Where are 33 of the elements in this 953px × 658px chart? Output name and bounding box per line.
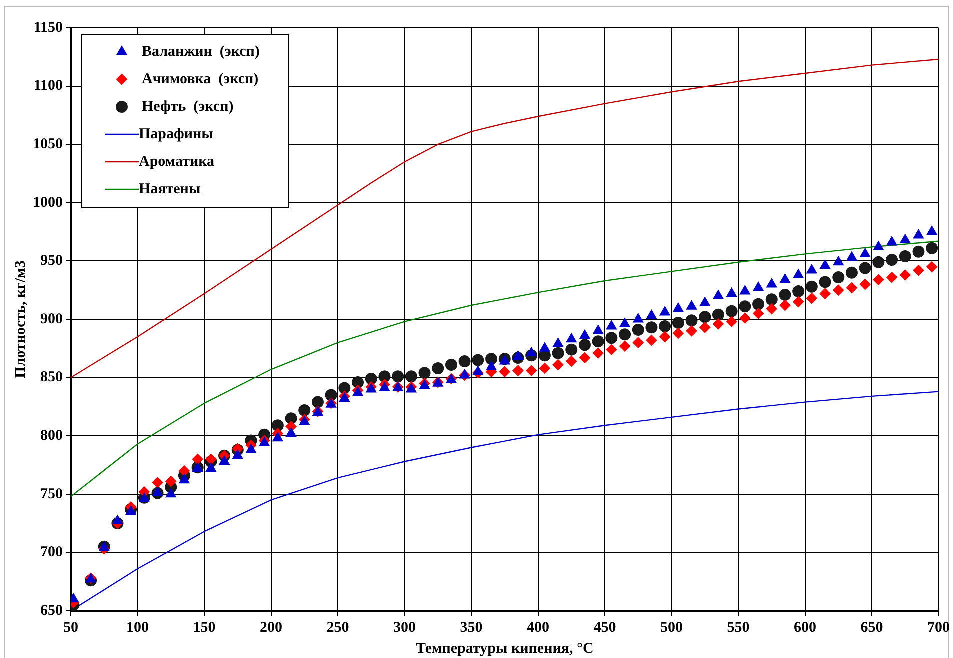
legend-label: Наятены bbox=[139, 181, 201, 198]
legend-label: Ачимовка (эксп) bbox=[142, 71, 259, 88]
y-tick-label: 1150 bbox=[34, 20, 63, 36]
y-tick-label: 900 bbox=[40, 311, 63, 328]
y-tick-label: 800 bbox=[40, 428, 63, 444]
y-tick-label: 650 bbox=[40, 602, 63, 619]
y-tick-label: 1100 bbox=[34, 78, 63, 94]
x-tick-label: 600 bbox=[794, 620, 816, 636]
x-tick-label: 200 bbox=[260, 620, 282, 636]
x-tick-label: 300 bbox=[394, 620, 416, 636]
x-axis-title: Температуры кипения, °С bbox=[416, 640, 594, 657]
x-tick-label: 550 bbox=[727, 620, 750, 636]
x-tick-label: 100 bbox=[126, 620, 149, 636]
x-tick-label: 150 bbox=[193, 620, 216, 636]
x-tick-label: 350 bbox=[460, 620, 483, 636]
legend-label: Ароматика bbox=[139, 154, 216, 170]
y-tick-label: 1050 bbox=[33, 136, 63, 152]
x-tick-label: 650 bbox=[860, 620, 884, 636]
x-tick-label: 450 bbox=[594, 620, 616, 636]
y-tick-label: 1000 bbox=[33, 194, 63, 211]
legend-label: Парафины bbox=[139, 126, 214, 142]
x-tick-label: 700 bbox=[928, 620, 950, 636]
legend-label: Нефть (эксп) bbox=[142, 98, 234, 115]
y-tick-label: 750 bbox=[40, 486, 63, 502]
y-axis-title: Плотность, кг/м3 bbox=[12, 260, 29, 378]
x-tick-label: 250 bbox=[326, 620, 350, 636]
y-tick-label: 700 bbox=[40, 544, 63, 561]
y-tick-label: 950 bbox=[40, 253, 63, 270]
x-tick-label: 500 bbox=[660, 620, 683, 636]
x-tick-label: 400 bbox=[527, 620, 550, 636]
y-tick-label: 850 bbox=[40, 370, 63, 386]
legend-label: Валанжин (эксп) bbox=[142, 44, 260, 60]
x-tick-label: 50 bbox=[64, 620, 78, 636]
